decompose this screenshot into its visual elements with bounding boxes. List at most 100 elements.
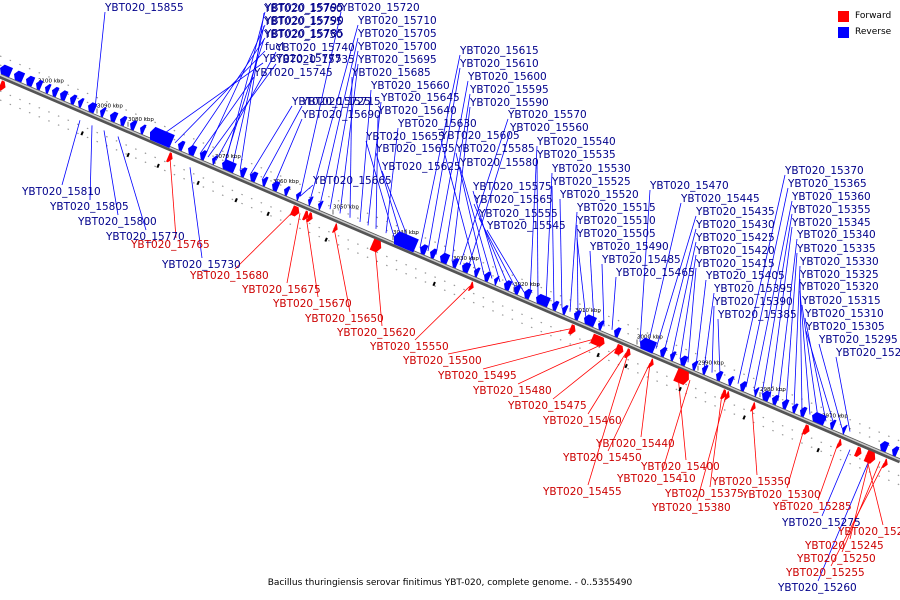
leader-line — [381, 170, 411, 244]
reverse-gene — [394, 231, 419, 253]
reverse-gene-label: YBT020_15590 — [469, 97, 549, 109]
leader-line — [199, 76, 255, 154]
reverse-gene — [462, 262, 472, 274]
leader-line — [486, 229, 525, 293]
forward-gene-label: YBT020_15680 — [189, 270, 269, 282]
tick-label: 3030 kbp — [453, 256, 479, 262]
reverse-gene — [70, 94, 78, 105]
reverse-gene — [524, 288, 533, 300]
reverse-gene-label: YBT020_15425 — [695, 232, 775, 244]
reverse-gene — [212, 155, 218, 165]
leader-line — [169, 157, 177, 239]
leader-lines — [61, 11, 885, 582]
leader-line — [375, 114, 379, 229]
forward-gene-label: YBT020_15350 — [711, 476, 791, 488]
leader-line — [299, 184, 314, 197]
leader-line — [309, 24, 359, 201]
leader-line — [830, 462, 885, 567]
reverse-gene-label: YBT020_15555 — [478, 208, 558, 220]
reverse-gene-label: YBT020_15390 — [713, 296, 793, 308]
reverse-gene-label: YBT020_15290 — [835, 347, 900, 359]
tick-label: 3000 kbp — [637, 334, 663, 340]
tick-label: 3080 kbp — [128, 117, 154, 123]
reverse-gene-label: YBT020_15365 — [787, 178, 867, 190]
leader-line — [753, 200, 793, 391]
reverse-gene — [574, 310, 582, 321]
leader-line — [777, 238, 798, 401]
reverse-gene-label: YBT020_15430 — [695, 219, 775, 231]
forward-gene-label: YBT020_15620 — [336, 327, 416, 339]
leader-line — [761, 213, 793, 395]
reverse-gene — [140, 124, 147, 135]
reverse-gene — [484, 271, 492, 283]
reverse-gene — [514, 284, 522, 295]
forward-gene — [568, 324, 576, 335]
leader-line — [174, 50, 266, 144]
reverse-gene — [318, 200, 324, 211]
reverse-gene-label: YBT020_15560 — [509, 122, 589, 134]
leader-line — [473, 203, 509, 286]
feature-mark — [80, 131, 84, 136]
reverse-gene-label: YBT020_15490 — [589, 241, 669, 253]
reverse-gene-label: YBT020_15565 — [473, 194, 553, 206]
leader-line — [517, 343, 605, 385]
reverse-gene-label: YBT020_15735 — [275, 54, 355, 66]
reverse-gene-label: YBT020_15685 — [351, 67, 431, 79]
forward-gene — [290, 205, 300, 217]
reverse-gene — [440, 252, 451, 265]
leader-line — [785, 252, 798, 405]
reverse-gene-label: YBT020_15545 — [486, 220, 566, 232]
reverse-gene — [660, 346, 668, 358]
reverse-gene-label: YBT020_15775 — [262, 53, 342, 65]
reverse-gene-label: YBT020_15715 — [301, 96, 381, 108]
reverse-gene-label: YBT020_15395 — [713, 283, 793, 295]
leader-line — [821, 449, 851, 517]
reverse-gene-label: YBT020_15325 — [799, 269, 879, 281]
feature-mark — [678, 386, 682, 392]
forward-gene — [624, 348, 631, 359]
leader-line — [451, 106, 471, 262]
tick-label: 3040 kbp — [393, 230, 419, 236]
forward-gene-label: YBT020_15475 — [507, 400, 587, 412]
leader-line — [61, 120, 81, 186]
leader-line — [801, 304, 819, 418]
forward-gene — [614, 343, 624, 356]
leader-line — [671, 241, 697, 356]
leader-line — [443, 93, 471, 258]
forward-gene-label: YBT020_15400 — [640, 461, 720, 473]
leader-line — [455, 152, 485, 276]
reverse-gene — [792, 403, 799, 414]
reverse-gene-label: YBT020_15605 — [440, 130, 520, 142]
leader-line — [231, 25, 265, 168]
reverse-gene — [308, 196, 314, 206]
reverse-gene-label: YBT020_15320 — [799, 281, 879, 293]
gene-features — [0, 64, 900, 469]
forward-gene-label: YBT020_15300 — [741, 489, 821, 501]
reverse-gene — [262, 176, 269, 187]
forward-swatch — [838, 10, 849, 22]
reverse-gene-label: YBT020_15725 — [291, 96, 371, 108]
reverse-gene — [110, 111, 119, 123]
tick-label: 2970 kbp — [822, 414, 848, 420]
feature-mark — [196, 180, 200, 186]
reverse-gene — [754, 387, 760, 397]
forward-gene-label: YBT020_15500 — [402, 355, 482, 367]
leader-line — [569, 211, 578, 312]
forward-gene — [332, 223, 338, 233]
leader-line — [367, 101, 382, 226]
leader-line — [375, 152, 403, 241]
reverse-gene — [26, 75, 36, 87]
forward-gene-label: YBT020_15550 — [369, 341, 449, 353]
leader-line — [703, 292, 715, 370]
reverse-gene-label: YBT020_15510 — [576, 215, 656, 227]
leader-line — [647, 202, 682, 346]
reverse-gene — [598, 320, 605, 331]
reverse-gene-label: YBT020_15690 — [301, 109, 381, 121]
reverse-gene-label: YBT020_15585 — [455, 143, 535, 155]
reverse-gene — [800, 406, 808, 418]
forward-gene — [166, 152, 173, 163]
genome-axis — [0, 73, 900, 464]
reverse-gene-label: YBT020_15305 — [805, 321, 885, 333]
leader-line — [709, 393, 723, 488]
reverse-gene — [0, 64, 13, 78]
